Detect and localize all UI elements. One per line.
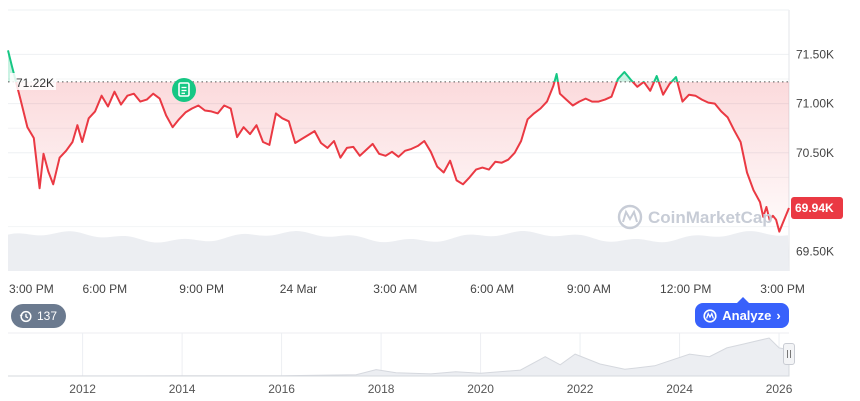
x-tick-label: 6:00 AM	[470, 282, 514, 296]
x-tick-label: 9:00 PM	[179, 282, 224, 296]
document-icon	[178, 82, 190, 97]
x-tick-label: 3:00 PM	[760, 282, 805, 296]
history-icon	[19, 310, 32, 322]
chevron-right-icon: ›	[776, 308, 781, 323]
navigator-year-label: 2020	[467, 382, 494, 396]
y-tick-label: 71.00K	[796, 97, 834, 111]
current-price-badge: 69.94K	[791, 196, 843, 219]
reference-value-label: 71.22K	[16, 76, 54, 90]
coinmarketcap-logo-icon	[617, 204, 643, 230]
x-tick-label: 12:00 PM	[660, 282, 711, 296]
analyze-label: Analyze	[722, 308, 772, 323]
price-line-above[interactable]	[7, 50, 789, 231]
volume-area	[8, 231, 789, 271]
navigator-year-label: 2018	[368, 382, 395, 396]
price-line-below[interactable]	[8, 50, 790, 233]
navigator-year-label: 2026	[766, 382, 793, 396]
area-below-reference	[15, 81, 789, 232]
navigator-year-labels: 2012 2014 2016 2018 2020 2022 2024 2026	[69, 382, 792, 396]
reference-label: 71.22K	[10, 73, 56, 90]
x-tick-label: 24 Mar	[280, 282, 317, 296]
navigator-year-label: 2016	[268, 382, 295, 396]
analyze-button[interactable]: Analyze ›	[695, 303, 789, 328]
watermark-text: CoinMarketCap	[648, 208, 773, 227]
annotation-marker[interactable]	[172, 78, 196, 102]
x-tick-label: 9:00 AM	[567, 282, 611, 296]
x-tick-label: 3:00 AM	[373, 282, 417, 296]
x-tick-label: 6:00 PM	[82, 282, 127, 296]
watermark: CoinMarketCap	[617, 204, 773, 230]
navigator-year-label: 2014	[169, 382, 196, 396]
price-area	[8, 50, 789, 232]
analyze-pointer	[737, 297, 749, 303]
price-line[interactable]	[7, 50, 790, 233]
x-tick-label: 3:00 PM	[9, 282, 54, 296]
y-tick-label: 71.50K	[796, 47, 834, 61]
volume-bars	[8, 231, 789, 271]
navigator-year-label: 2024	[666, 382, 693, 396]
navigator-area	[7, 337, 790, 377]
history-count: 137	[37, 309, 58, 323]
current-price-text: 69.94K	[795, 201, 834, 215]
coinmarketcap-logo-icon	[703, 308, 717, 323]
history-badge[interactable]: 137	[11, 304, 67, 328]
navigator-handle[interactable]	[783, 343, 795, 365]
navigator-year-label: 2012	[69, 382, 96, 396]
navigator-year-label: 2022	[567, 382, 594, 396]
y-tick-label: 70.50K	[796, 146, 834, 160]
y-axis-labels: 71.50K 71.00K 70.50K 69.50K	[796, 47, 834, 258]
y-tick-label: 69.50K	[796, 244, 834, 258]
x-axis-labels: 3:00 PM 6:00 PM 9:00 PM 24 Mar 3:00 AM 6:00 A…	[9, 282, 805, 296]
navigator[interactable]	[7, 332, 790, 377]
